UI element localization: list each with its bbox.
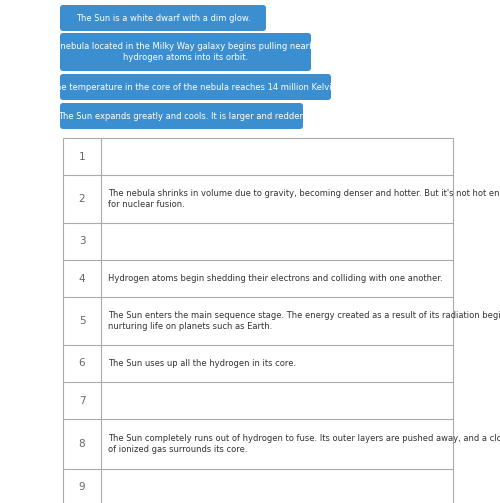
FancyBboxPatch shape xyxy=(60,33,311,71)
Text: The Sun is a white dwarf with a dim glow.: The Sun is a white dwarf with a dim glow… xyxy=(76,14,250,23)
Text: 2: 2 xyxy=(78,194,86,204)
FancyBboxPatch shape xyxy=(60,5,266,31)
Text: The nebula shrinks in volume due to gravity, becoming denser and hotter. But it': The nebula shrinks in volume due to grav… xyxy=(108,189,500,209)
FancyBboxPatch shape xyxy=(60,103,303,129)
Text: The Sun expands greatly and cools. It is larger and redder.: The Sun expands greatly and cools. It is… xyxy=(58,112,305,121)
Text: The temperature in the core of the nebula reaches 14 million Kelvin.: The temperature in the core of the nebul… xyxy=(51,82,340,92)
Text: 1: 1 xyxy=(78,151,86,161)
Bar xyxy=(63,138,453,503)
Text: Hydrogen atoms begin shedding their electrons and colliding with one another.: Hydrogen atoms begin shedding their elec… xyxy=(108,274,442,283)
Text: A nebula located in the Milky Way galaxy begins pulling nearby
hydrogen atoms in: A nebula located in the Milky Way galaxy… xyxy=(52,42,320,62)
Text: 9: 9 xyxy=(78,482,86,492)
FancyBboxPatch shape xyxy=(60,74,331,100)
Text: The Sun completely runs out of hydrogen to fuse. Its outer layers are pushed awa: The Sun completely runs out of hydrogen … xyxy=(108,434,500,454)
Text: 6: 6 xyxy=(78,359,86,369)
Text: 7: 7 xyxy=(78,395,86,405)
Text: 3: 3 xyxy=(78,236,86,246)
Text: 5: 5 xyxy=(78,316,86,326)
Text: 4: 4 xyxy=(78,274,86,284)
Text: The Sun uses up all the hydrogen in its core.: The Sun uses up all the hydrogen in its … xyxy=(108,359,296,368)
Text: The Sun enters the main sequence stage. The energy created as a result of its ra: The Sun enters the main sequence stage. … xyxy=(108,310,500,331)
Text: 8: 8 xyxy=(78,439,86,449)
